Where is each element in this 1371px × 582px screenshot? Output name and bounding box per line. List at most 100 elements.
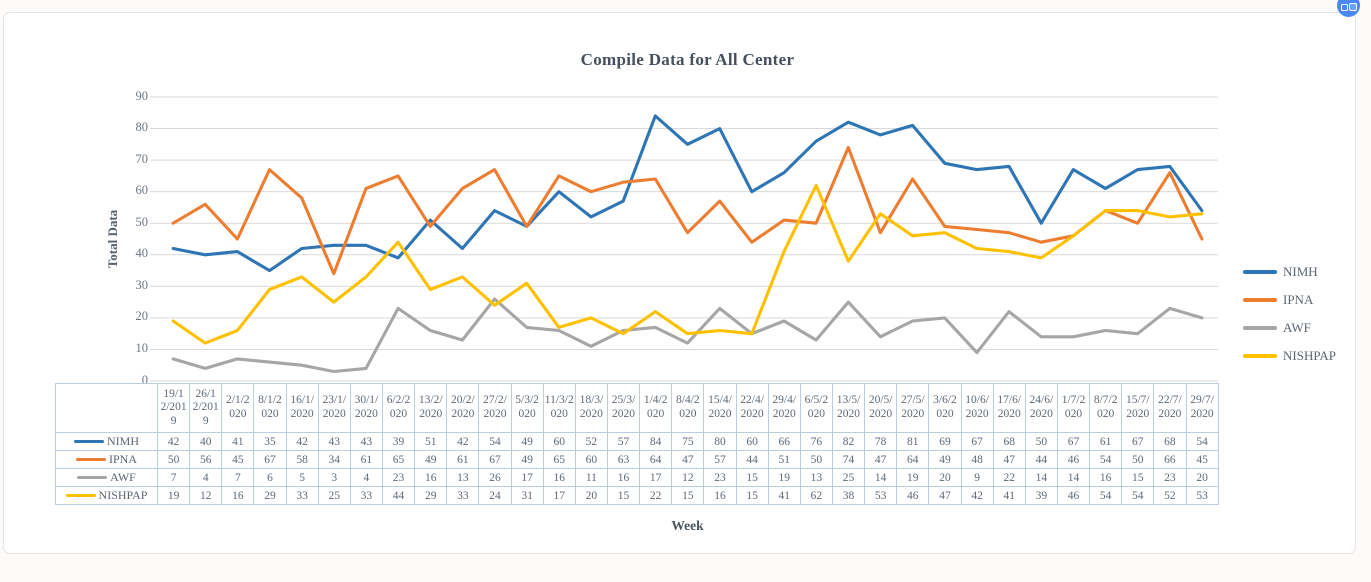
value-cell: 66 — [1153, 450, 1187, 469]
week-header-cell: 19/12/2019 — [156, 383, 191, 433]
value-cell: 54 — [1185, 432, 1219, 451]
value-cell: 64 — [639, 450, 673, 469]
week-header-cell: 20/2/2020 — [446, 383, 480, 433]
value-cell: 47 — [864, 450, 898, 469]
value-cell: 46 — [1056, 450, 1091, 469]
value-cell: 50 — [1024, 432, 1058, 451]
value-cell: 22 — [992, 468, 1026, 487]
badge-glyph-icon — [1349, 3, 1357, 11]
week-header-cell: 27/2/2020 — [478, 383, 512, 433]
value-cell: 60 — [735, 432, 769, 451]
week-header-cell: 17/6/2020 — [992, 383, 1026, 433]
value-cell: 81 — [896, 432, 930, 451]
value-cell: 62 — [799, 486, 833, 505]
week-header-cell: 27/5/2020 — [896, 383, 930, 433]
value-cell: 29 — [253, 486, 287, 505]
value-cell: 16 — [542, 468, 576, 487]
value-cell: 47 — [671, 450, 705, 469]
week-header-cell: 24/6/2020 — [1024, 383, 1058, 433]
week-header-cell: 3/6/2020 — [928, 383, 962, 433]
value-cell: 49 — [510, 432, 544, 451]
week-header-cell: 8/4/2020 — [671, 383, 705, 433]
week-header-cell: 1/7/2020 — [1056, 383, 1091, 433]
value-cell: 75 — [671, 432, 705, 451]
value-cell: 20 — [1185, 468, 1219, 487]
value-cell: 7 — [221, 468, 255, 487]
table-row-awf: AWF 7 4 7 6 5 3 4 23 16 13 26 17 16 11 16 17 12 23 15 19 13 25… — [55, 468, 1219, 487]
value-cell: 4 — [189, 468, 223, 487]
value-cell: 48 — [960, 450, 994, 469]
value-cell: 65 — [542, 450, 576, 469]
value-cell: 80 — [703, 432, 737, 451]
y-tick-label: 70 — [135, 151, 149, 166]
value-cell: 23 — [703, 468, 737, 487]
value-cell: 16 — [221, 486, 255, 505]
legend-item-nishpap: NISHPAP — [1243, 342, 1336, 370]
legend-line-swatch — [1243, 298, 1277, 302]
week-header-cell: 16/1/2020 — [285, 383, 319, 433]
week-header-cell: 20/5/2020 — [864, 383, 898, 433]
value-cell: 53 — [1185, 486, 1219, 505]
week-header-cell: 22/4/2020 — [735, 383, 769, 433]
series-line-swatch — [74, 439, 104, 444]
week-header-cell: 15/4/2020 — [703, 383, 737, 433]
value-cell: 74 — [831, 450, 866, 469]
value-cell: 67 — [1121, 432, 1155, 451]
value-cell: 49 — [414, 450, 448, 469]
value-cell: 29 — [414, 486, 448, 505]
table-row-nishpap: NISHPAP 19 12 16 29 33 25 33 44 29 33 24 31 17 20 15 22 1… — [55, 486, 1219, 505]
value-cell: 40 — [189, 432, 223, 451]
value-cell: 68 — [1153, 432, 1187, 451]
value-cell: 17 — [639, 468, 673, 487]
y-tick-label: 0 — [141, 372, 148, 387]
y-tick-label: 10 — [135, 340, 149, 355]
value-cell: 31 — [510, 486, 544, 505]
x-axis-title: Week — [671, 518, 704, 533]
legend-item-awf: AWF — [1243, 314, 1336, 342]
value-cell: 43 — [349, 432, 383, 451]
value-cell: 19 — [896, 468, 930, 487]
value-cell: 46 — [1056, 486, 1091, 505]
value-cell: 54 — [1089, 450, 1123, 469]
value-cell: 12 — [189, 486, 223, 505]
value-cell: 33 — [349, 486, 383, 505]
series-line-swatch — [65, 493, 96, 498]
value-cell: 50 — [1121, 450, 1155, 469]
value-cell: 14 — [1056, 468, 1091, 487]
value-cell: 45 — [221, 450, 255, 469]
week-header-cell: 18/3/2020 — [574, 383, 608, 433]
value-cell: 34 — [317, 450, 351, 469]
value-cell: 35 — [253, 432, 287, 451]
value-cell: 16 — [703, 486, 737, 505]
value-cell: 20 — [574, 486, 608, 505]
week-header-cell: 5/3/2020 — [510, 383, 544, 433]
week-header-cell: 2/1/2020 — [221, 383, 255, 433]
value-cell: 68 — [992, 432, 1026, 451]
value-cell: 67 — [960, 432, 994, 451]
value-cell: 16 — [606, 468, 641, 487]
value-cell: 33 — [285, 486, 319, 505]
value-cell: 15 — [671, 486, 705, 505]
value-cell: 47 — [928, 486, 962, 505]
legend-label: NIMH — [1283, 264, 1318, 279]
value-cell: 5 — [285, 468, 319, 487]
legend-label: NISHPAP — [1283, 348, 1336, 363]
week-header-cell: 1/4/2020 — [639, 383, 673, 433]
value-cell: 44 — [381, 486, 416, 505]
y-tick-label: 60 — [135, 183, 149, 198]
value-cell: 61 — [1089, 432, 1123, 451]
value-cell: 14 — [1024, 468, 1058, 487]
value-cell: 12 — [671, 468, 705, 487]
legend-line-swatch — [1243, 326, 1277, 330]
table-row-nimh: NIMH 42 40 41 35 42 43 43 39 51 42 54 49 60 52 57 84 75 80… — [55, 432, 1219, 451]
value-cell: 16 — [414, 468, 448, 487]
y-tick-label: 90 — [135, 88, 149, 103]
value-cell: 13 — [446, 468, 480, 487]
extension-badge-icon[interactable] — [1337, 0, 1360, 17]
value-cell: 9 — [960, 468, 994, 487]
value-cell: 16 — [1089, 468, 1123, 487]
week-header-cell: 11/3/2020 — [542, 383, 576, 433]
value-cell: 33 — [446, 486, 480, 505]
week-header-cell: 13/2/2020 — [414, 383, 448, 433]
value-cell: 69 — [928, 432, 962, 451]
